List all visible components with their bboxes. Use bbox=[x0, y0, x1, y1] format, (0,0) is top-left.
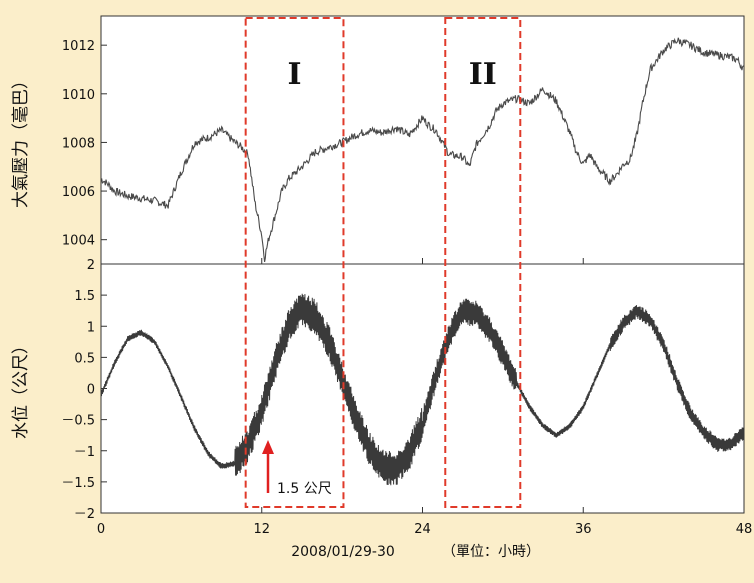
water-y-ticks: －2 －1.5 －1 －0.5 0 0.5 1 1.5 2 bbox=[61, 258, 107, 522]
water-panel-frame bbox=[100, 263, 745, 514]
x-tick-label: 0 bbox=[97, 522, 105, 537]
pressure-y-tick-label: 1012 bbox=[62, 39, 95, 54]
water-y-tick-label: 0 bbox=[87, 383, 95, 398]
water-y-tick-label: －1.5 bbox=[61, 476, 95, 491]
pressure-y-tick-label: 1004 bbox=[62, 234, 95, 249]
water-y-tick-label: －2 bbox=[74, 507, 95, 522]
pressure-y-tick-label: 1006 bbox=[62, 185, 95, 200]
red-arrow-head bbox=[262, 440, 274, 454]
water-y-tick-label: 2 bbox=[87, 258, 95, 273]
water-series-line bbox=[100, 293, 745, 486]
x-tick-label: 24 bbox=[414, 522, 431, 537]
water-y-tick-label: 1 bbox=[87, 320, 95, 335]
water-y-tick-label: 1.5 bbox=[74, 289, 95, 304]
pressure-plot bbox=[100, 37, 745, 263]
x-axis-ticks: 0 12 24 36 48 bbox=[97, 258, 752, 537]
pressure-panel-frame bbox=[100, 15, 745, 265]
pressure-y-ticks: 1004 1006 1008 1010 1012 bbox=[62, 39, 107, 249]
x-tick-label: 36 bbox=[575, 522, 592, 537]
x-tick-label: 48 bbox=[736, 522, 753, 537]
x-caption-date: 2008/01/29-30 bbox=[291, 544, 395, 560]
water-plot bbox=[100, 293, 745, 486]
highlight-regions: I II bbox=[244, 17, 522, 508]
highlight-region-box bbox=[244, 17, 345, 508]
pressure-y-tick-label: 1008 bbox=[62, 136, 95, 151]
region-label: I bbox=[288, 57, 302, 92]
x-tick-label: 12 bbox=[253, 522, 270, 537]
pressure-y-axis-label: 大氣壓力（毫巴） bbox=[11, 72, 31, 208]
water-y-tick-label: 0.5 bbox=[74, 351, 95, 366]
water-rise-annotation: 1.5 公尺 bbox=[262, 440, 332, 497]
annotation-label: 1.5 公尺 bbox=[277, 481, 332, 497]
highlight-region-box bbox=[444, 17, 522, 508]
pressure-series-line bbox=[100, 37, 745, 263]
water-y-tick-label: －1 bbox=[74, 445, 95, 460]
region-label: II bbox=[469, 57, 497, 92]
water-y-tick-label: －0.5 bbox=[61, 414, 95, 429]
pressure-y-tick-label: 1010 bbox=[62, 88, 95, 103]
x-caption-unit: （單位：小時） bbox=[442, 544, 540, 560]
water-y-axis-label: 水位（公尺） bbox=[11, 337, 31, 439]
